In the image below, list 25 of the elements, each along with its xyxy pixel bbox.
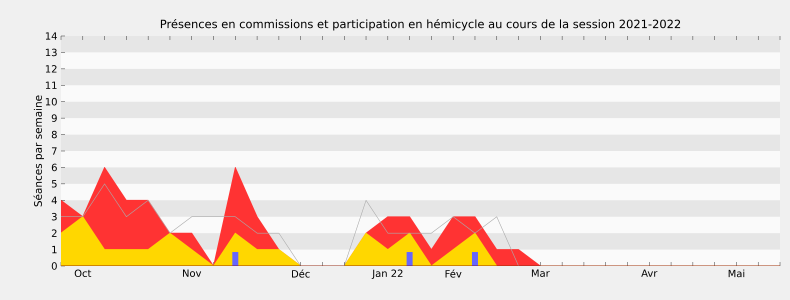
y-tick-label: 11 (46, 82, 57, 89)
y-tick-label: 13 (46, 48, 57, 56)
y-tick-label: 10 (46, 98, 57, 106)
y-tick-label: 8 (52, 130, 57, 138)
x-tick-label: Déc (292, 270, 310, 278)
y-tick-label: 1 (52, 246, 57, 254)
x-tick-label: Nov (182, 270, 202, 277)
x-tick-label: Mar (532, 270, 550, 277)
x-tick-label: Mai (728, 270, 744, 278)
chart-title: Présences en commissions et participation en hémicycle au cours de la session 2021-2022 (160, 18, 680, 30)
x-tick-label: Fév (446, 270, 462, 278)
y-tick-label: 9 (52, 114, 57, 122)
y-tick-label: 6 (52, 164, 57, 172)
x-tick-label: Jan 22 (372, 270, 402, 279)
y-tick-label: 7 (52, 147, 57, 155)
x-tick-label: Oct (74, 270, 92, 278)
y-tick-label: 14 (46, 32, 57, 40)
y-tick-label: 5 (52, 180, 57, 188)
y-tick-label: 3 (52, 212, 57, 220)
y-tick-label: 4 (52, 196, 57, 204)
y-axis-title: Séances par semaine (33, 95, 44, 206)
y-tick-label: 0 (52, 262, 57, 270)
y-tick-label: 12 (46, 65, 56, 73)
y-tick-label: 2 (52, 229, 56, 237)
x-tick-label: Avr (641, 270, 658, 277)
